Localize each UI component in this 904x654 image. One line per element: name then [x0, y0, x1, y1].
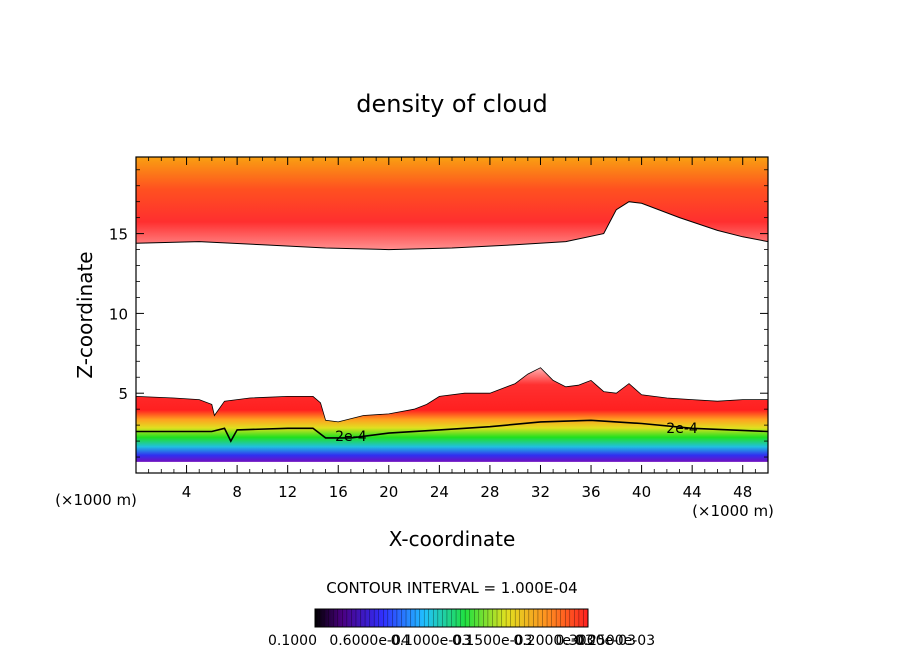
- y-tick-label: 5: [118, 385, 128, 403]
- contour-interval-label: CONTOUR INTERVAL = 1.000E-04: [326, 579, 577, 597]
- colorbar-label: 0.6000e-04: [329, 633, 410, 649]
- chart-title: density of cloud: [356, 90, 547, 118]
- x-tick-label: 4: [182, 483, 192, 501]
- colorbar-label: 0.1000: [268, 633, 317, 649]
- contour-label: 2e-4: [335, 429, 367, 445]
- x-tick-label: 48: [733, 483, 752, 501]
- y-axis-unit-label: (×1000 m): [55, 491, 137, 509]
- x-tick-label: 8: [232, 483, 242, 501]
- x-tick-label: 40: [632, 483, 651, 501]
- x-tick-label: 44: [683, 483, 702, 501]
- x-tick-label: 20: [379, 483, 398, 501]
- lower-cloud-layer: [136, 367, 768, 462]
- colorbar-ticks: [319, 609, 584, 627]
- x-tick-label: 24: [430, 483, 449, 501]
- x-tick-label: 36: [581, 483, 600, 501]
- lower-layer-boundary: [136, 367, 768, 423]
- colorbar-label: 0.2000e-03: [513, 633, 593, 649]
- x-axis-ticks: 4 8 12 16 20 24 28 32 36 40 44 48: [148, 157, 756, 501]
- x-tick-label: 28: [480, 483, 499, 501]
- y-axis-ticks: 5 10 15: [109, 169, 768, 458]
- contour-label: 2e-4: [666, 421, 698, 437]
- y-tick-label: 10: [109, 305, 128, 323]
- x-axis-title: X-coordinate: [389, 527, 516, 551]
- colorbar-label: 0.2500e-03: [575, 633, 655, 649]
- contour-2e-4: [136, 419, 768, 443]
- upper-layer-boundary: [136, 201, 768, 251]
- y-axis-title: Z-coordinate: [73, 251, 97, 378]
- y-tick-label: 15: [109, 226, 128, 244]
- colorbar-labels: 0.1000 0.6000e-040.1000e-030.1500e-030.20…: [268, 633, 655, 649]
- upper-cloud-layer: [136, 157, 768, 250]
- colorbar-label: 0.3000e-03: [556, 633, 636, 649]
- colorbar-label: 0.1500e-03: [452, 633, 532, 649]
- x-tick-label: 32: [531, 483, 550, 501]
- x-tick-label: 12: [278, 483, 297, 501]
- colorbar-label: 0.1000e-03: [391, 633, 471, 649]
- x-tick-label: 16: [329, 483, 348, 501]
- x-axis-unit-label: (×1000 m): [692, 502, 774, 520]
- plot-area: [136, 157, 768, 462]
